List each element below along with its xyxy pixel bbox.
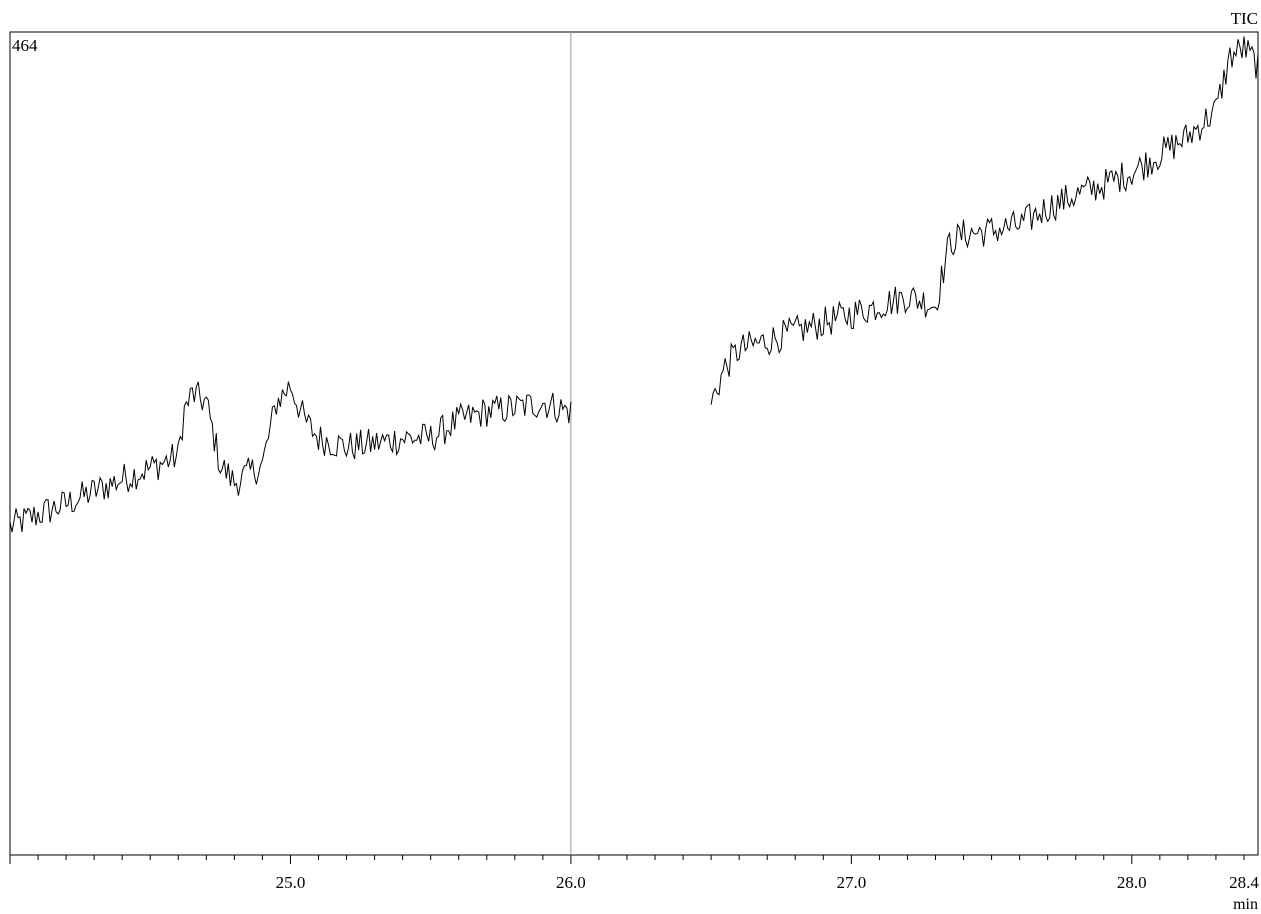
plot-frame [9, 31, 1259, 856]
series-label: TIC [1231, 9, 1258, 28]
x-tick-label: 28.4 [1229, 873, 1259, 892]
x-tick-label: 28.0 [1117, 873, 1147, 892]
x-tick-label: 25.0 [276, 873, 306, 892]
x-unit-label: min [1233, 896, 1258, 913]
tic-trace-segment-2 [710, 36, 1259, 405]
trace-layer [9, 36, 1259, 533]
x-tick-labels: 25.0 26.0 27.0 28.0 28.4 [276, 873, 1260, 892]
x-minor-ticks [9, 855, 1245, 864]
tic-trace-segment-1 [9, 381, 572, 533]
x-tick-label: 26.0 [556, 873, 586, 892]
x-tick-label: 27.0 [836, 873, 866, 892]
y-max-label: 464 [12, 36, 38, 55]
